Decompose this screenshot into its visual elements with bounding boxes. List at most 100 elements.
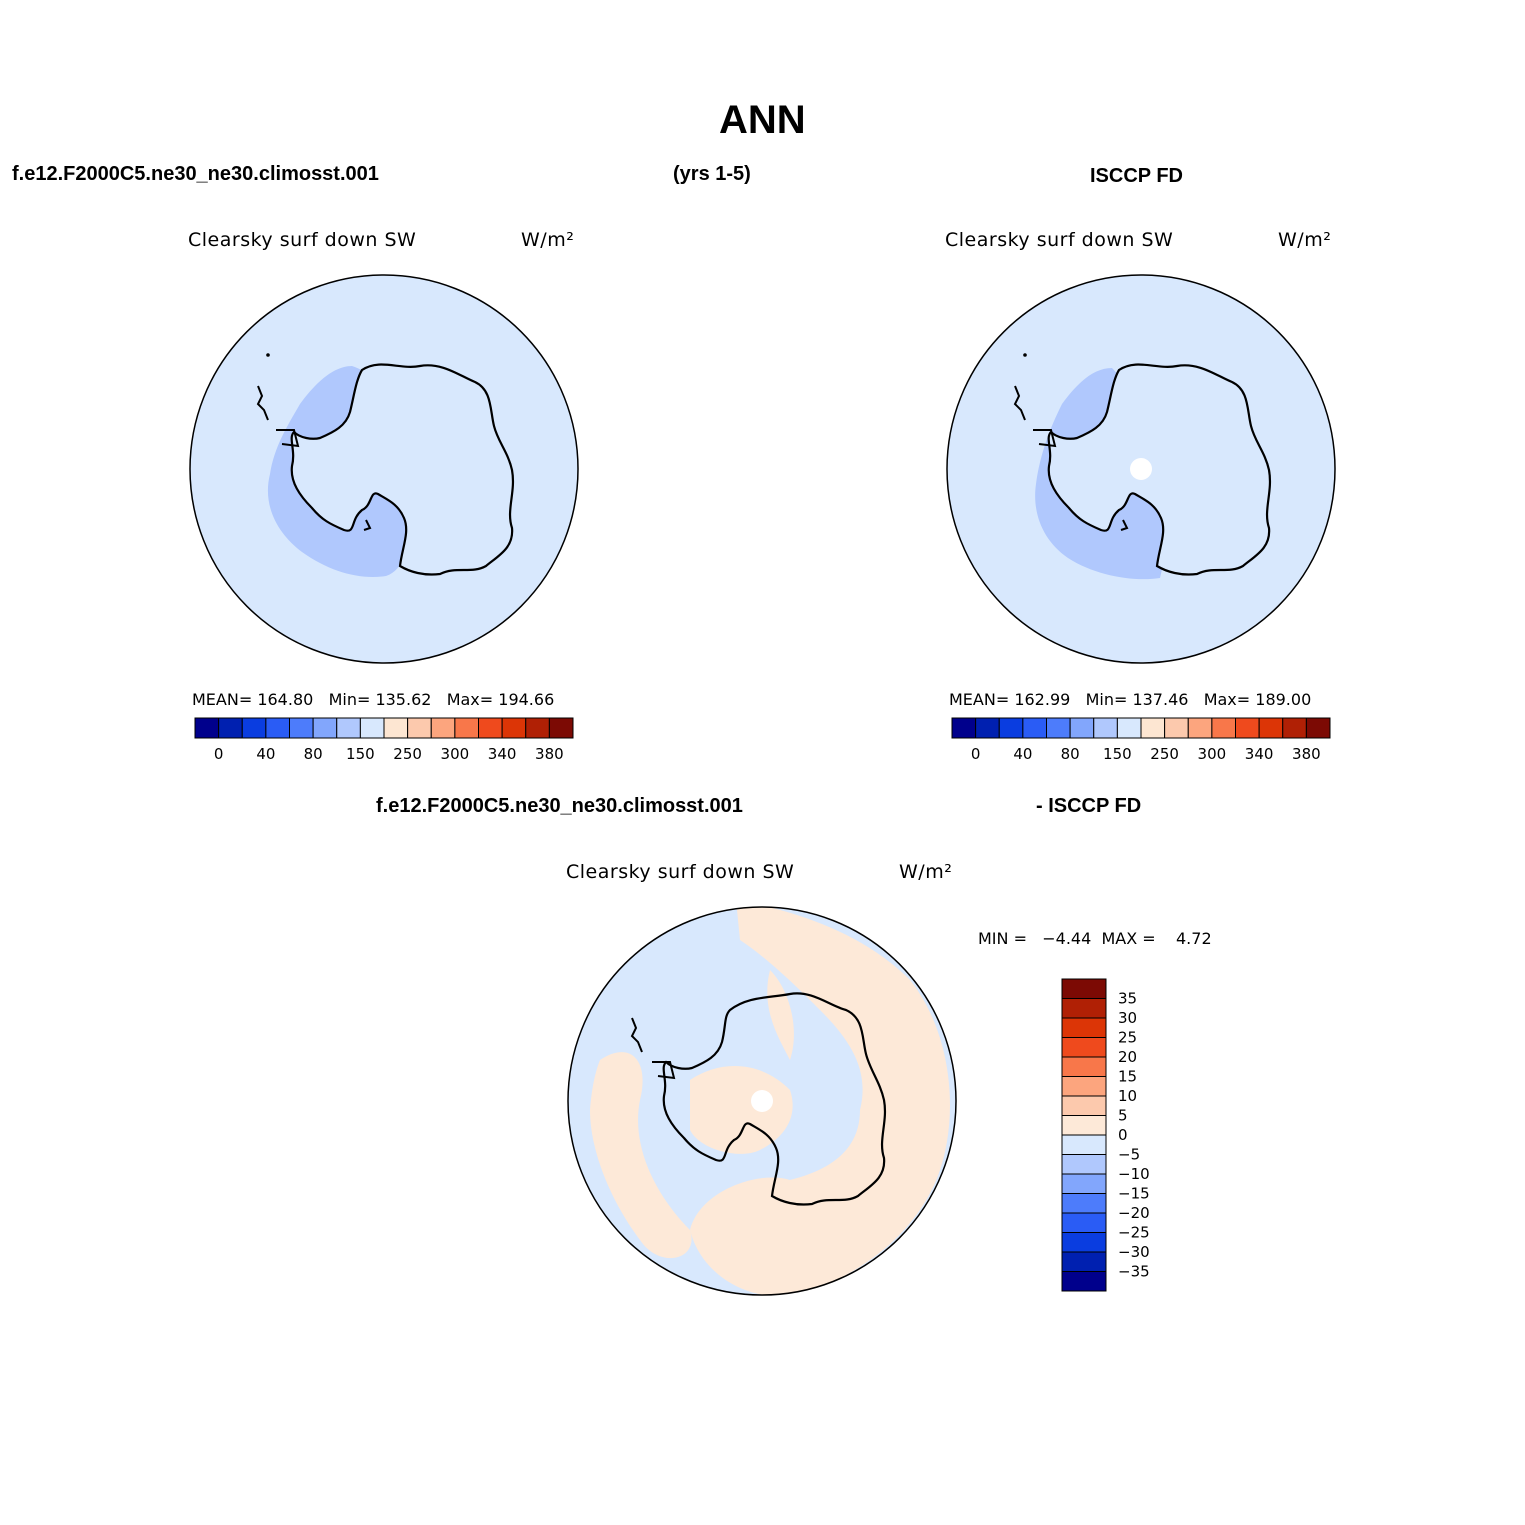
colorbar-tick-label: −35 [1118, 1263, 1150, 1281]
colorbar-swatch [998, 717, 1024, 739]
colorbar-swatch [1061, 1232, 1107, 1253]
colorbar-tick-label: 80 [304, 745, 323, 763]
colorbar-swatch [430, 717, 456, 739]
model-variable-label: Clearsky surf down SW [188, 229, 417, 251]
colorbar-tick-label: 30 [1118, 1009, 1137, 1027]
colorbar-swatch [383, 717, 409, 739]
colorbar-tick-label: 380 [535, 745, 564, 763]
obs-variable-label: Clearsky surf down SW [945, 229, 1174, 251]
diff-positive-east [690, 907, 950, 1295]
model-colorbar: 0 40 80 150 250 300 340 380 [194, 717, 574, 763]
colorbar-tick-label: 35 [1118, 990, 1137, 1008]
colorbar-swatch [1022, 717, 1047, 739]
obs-units-label: W/m² [1278, 229, 1332, 251]
colorbar-tick-label: 0 [214, 745, 224, 763]
colorbar-tick-label: 340 [488, 745, 517, 763]
colorbar-tick-label: 5 [1118, 1107, 1128, 1125]
colorbar-swatch [501, 717, 527, 739]
diff-case-name: f.e12.F2000C5.ne30_ne30.climosst.001 [376, 795, 743, 817]
colorbar-swatch [1093, 717, 1118, 739]
obs-map [946, 274, 1336, 664]
colorbar-swatch [1305, 717, 1331, 739]
model-units-label: W/m² [521, 229, 575, 251]
colorbar-swatch [265, 717, 290, 739]
colorbar-swatch [312, 717, 338, 739]
colorbar-swatch [1061, 1017, 1107, 1038]
obs-missing-pole [1130, 458, 1152, 480]
colorbar-tick-label: 150 [1103, 745, 1132, 763]
model-map [189, 274, 579, 664]
colorbar-swatch [407, 717, 432, 739]
colorbar-tick-label: 15 [1118, 1068, 1137, 1086]
colorbar-swatch [1187, 717, 1213, 739]
colorbar-tick-label: 80 [1061, 745, 1080, 763]
colorbar-tick-label: −5 [1118, 1146, 1140, 1164]
colorbar-swatch [1061, 1037, 1107, 1058]
colorbar-swatch [1061, 1212, 1107, 1233]
colorbar-swatch [1140, 717, 1166, 739]
colorbar-swatch [1061, 1154, 1107, 1175]
colorbar-swatch [289, 717, 314, 739]
colorbar-tick-label: −20 [1118, 1204, 1150, 1222]
colorbar-tick-label: −15 [1118, 1185, 1150, 1203]
colorbar-swatch [1061, 1115, 1107, 1136]
obs-colorbar: 0 40 80 150 250 300 340 380 [951, 717, 1331, 763]
diff-positive-west [590, 1052, 692, 1259]
colorbar-tick-label: −10 [1118, 1165, 1150, 1183]
colorbar-tick-label: 20 [1118, 1048, 1137, 1066]
diff-obs-name: - ISCCP FD [1036, 795, 1142, 817]
colorbar-tick-label: −25 [1118, 1224, 1150, 1242]
colorbar-swatch [194, 717, 220, 739]
diff-map [567, 906, 957, 1296]
colorbar-swatch [975, 717, 1000, 739]
obs-stats: MEAN= 162.99 Min= 137.46 Max= 189.00 [949, 690, 1312, 709]
diff-stats: MIN = −4.44 MAX = 4.72 [978, 929, 1212, 948]
colorbar-swatch [1258, 717, 1284, 739]
colorbar-swatch [1061, 1134, 1107, 1155]
colorbar-tick-label: 250 [393, 745, 422, 763]
diff-positive-center [690, 1066, 793, 1154]
colorbar-swatch [1061, 1095, 1107, 1116]
colorbar-swatch [241, 717, 267, 739]
colorbar-tick-label: 250 [1150, 745, 1179, 763]
years-label: (yrs 1-5) [673, 163, 751, 185]
colorbar-swatch [1061, 998, 1107, 1019]
colorbar-swatch [548, 717, 574, 739]
obs-name: ISCCP FD [1090, 165, 1183, 187]
colorbar-swatch [1211, 717, 1236, 739]
colorbar-tick-label: 25 [1118, 1029, 1137, 1047]
colorbar-swatch [1116, 717, 1142, 739]
colorbar-swatch [951, 717, 977, 739]
colorbar-swatch [1046, 717, 1071, 739]
colorbar-tick-label: 300 [1198, 745, 1227, 763]
colorbar-swatch [1069, 717, 1095, 739]
colorbar-swatch [1061, 1173, 1107, 1194]
colorbar-swatch [359, 717, 385, 739]
diff-missing-pole [751, 1090, 773, 1112]
case-name: f.e12.F2000C5.ne30_ne30.climosst.001 [12, 163, 379, 185]
colorbar-swatch [478, 717, 503, 739]
colorbar-tick-label: 0 [971, 745, 981, 763]
colorbar-swatch [454, 717, 479, 739]
colorbar-swatch [1282, 717, 1307, 739]
colorbar-tick-label: 300 [441, 745, 470, 763]
colorbar-tick-label: 10 [1118, 1087, 1137, 1105]
colorbar-swatch [1235, 717, 1260, 739]
colorbar-swatch [1061, 1251, 1107, 1272]
colorbar-swatch [1061, 1271, 1107, 1292]
colorbar-swatch [1061, 1076, 1107, 1097]
colorbar-swatch [1164, 717, 1189, 739]
colorbar-swatch [1061, 1193, 1107, 1214]
main-title: ANN [719, 98, 806, 142]
colorbar-tick-label: 40 [1013, 745, 1032, 763]
colorbar-swatch [1061, 978, 1107, 999]
diff-units-label: W/m² [899, 861, 953, 883]
colorbar-tick-label: 340 [1245, 745, 1274, 763]
colorbar-tick-label: 380 [1292, 745, 1321, 763]
colorbar-tick-label: 40 [256, 745, 275, 763]
model-stats: MEAN= 164.80 Min= 135.62 Max= 194.66 [192, 690, 555, 709]
colorbar-tick-label: −30 [1118, 1243, 1150, 1261]
colorbar-swatch [218, 717, 243, 739]
